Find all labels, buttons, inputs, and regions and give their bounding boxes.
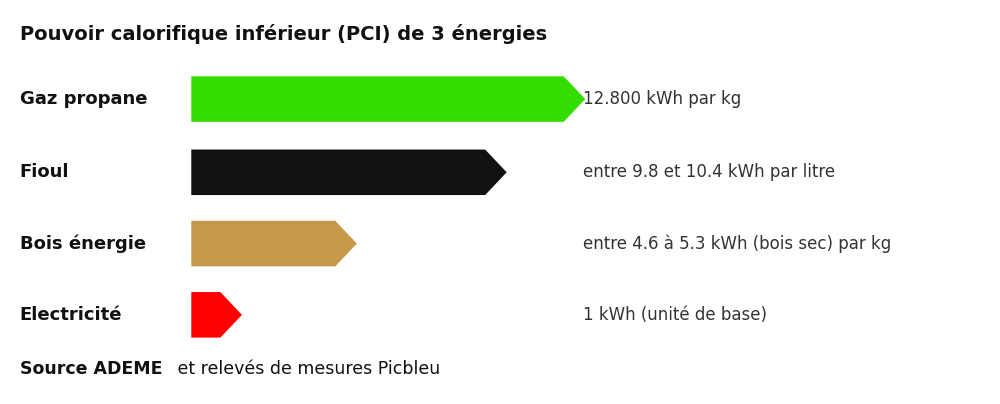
Polygon shape: [191, 292, 242, 338]
Text: 12.800 kWh par kg: 12.800 kWh par kg: [583, 90, 742, 108]
Text: 1 kWh (unité de base): 1 kWh (unité de base): [583, 306, 767, 324]
Polygon shape: [191, 149, 507, 195]
Text: et relevés de mesures Picbleu: et relevés de mesures Picbleu: [172, 360, 440, 378]
Polygon shape: [191, 221, 357, 266]
Polygon shape: [191, 76, 585, 122]
Text: Source ADEME: Source ADEME: [20, 360, 162, 378]
Text: Fioul: Fioul: [20, 163, 69, 181]
Text: entre 9.8 et 10.4 kWh par litre: entre 9.8 et 10.4 kWh par litre: [583, 163, 835, 181]
Text: Electricité: Electricité: [20, 306, 122, 324]
Text: entre 4.6 à 5.3 kWh (bois sec) par kg: entre 4.6 à 5.3 kWh (bois sec) par kg: [583, 234, 892, 253]
Text: Gaz propane: Gaz propane: [20, 90, 147, 108]
Text: Pouvoir calorifique inférieur (PCI) de 3 énergies: Pouvoir calorifique inférieur (PCI) de 3…: [20, 24, 547, 44]
Text: Bois énergie: Bois énergie: [20, 234, 146, 253]
